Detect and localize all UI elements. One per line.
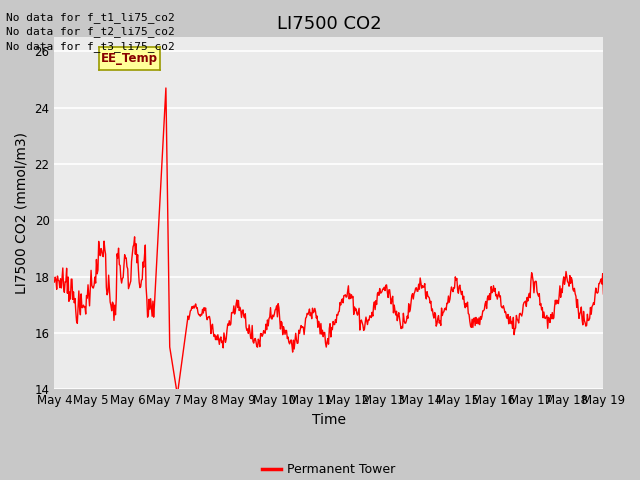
- Text: No data for f_t3_li75_co2: No data for f_t3_li75_co2: [6, 41, 175, 52]
- X-axis label: Time: Time: [312, 413, 346, 427]
- Text: No data for f_t2_li75_co2: No data for f_t2_li75_co2: [6, 26, 175, 37]
- Legend: Permanent Tower: Permanent Tower: [257, 458, 401, 480]
- Text: EE_Temp: EE_Temp: [101, 51, 158, 65]
- Title: LI7500 CO2: LI7500 CO2: [276, 15, 381, 33]
- Y-axis label: LI7500 CO2 (mmol/m3): LI7500 CO2 (mmol/m3): [15, 132, 29, 294]
- Text: No data for f_t1_li75_co2: No data for f_t1_li75_co2: [6, 12, 175, 23]
